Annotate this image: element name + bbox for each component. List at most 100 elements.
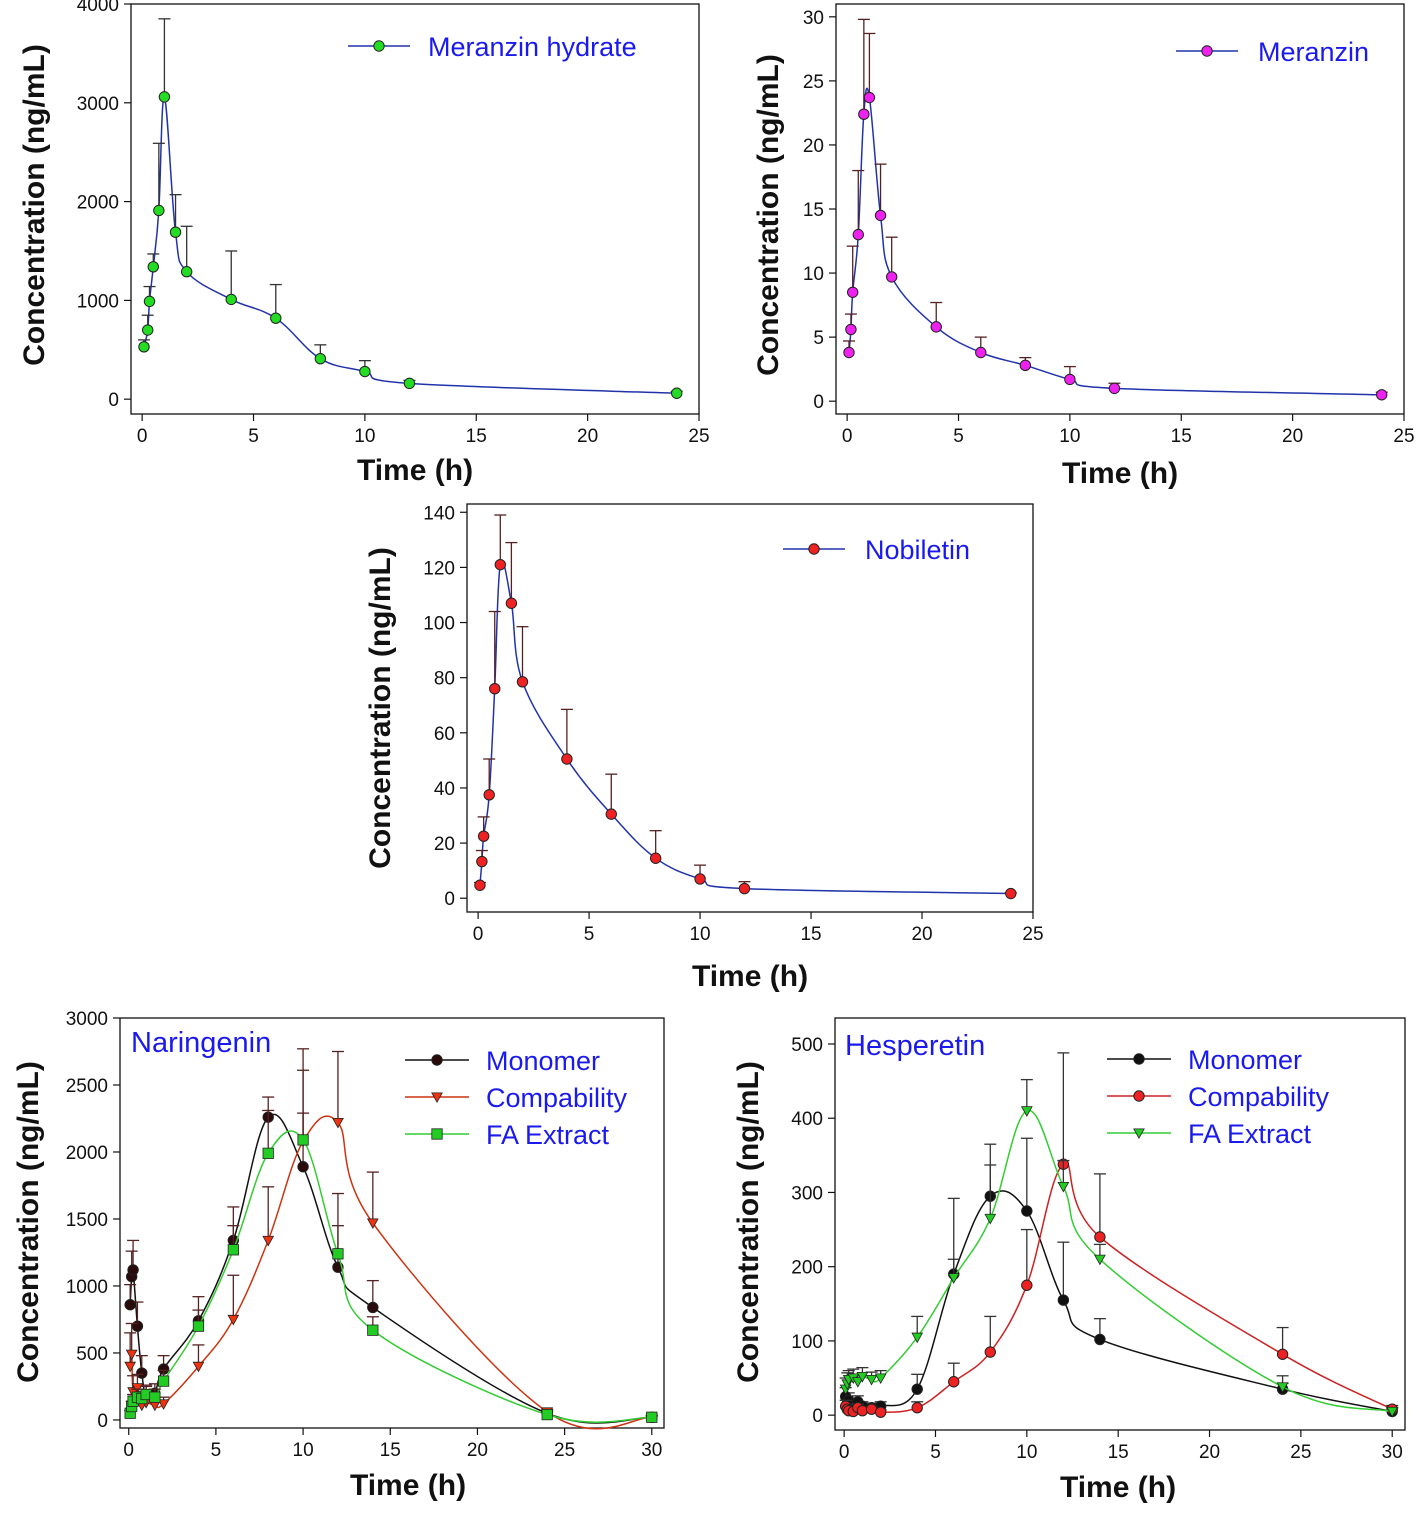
data-point	[332, 1117, 344, 1129]
x-axis-label: Time (h)	[1060, 1471, 1176, 1504]
legend-label: Meranzin hydrate	[428, 32, 637, 62]
data-point	[1094, 1254, 1106, 1266]
panel-title: Hesperetin	[845, 1030, 985, 1062]
y-tick-label: 20	[434, 834, 455, 855]
x-tick-label: 10	[1016, 1442, 1037, 1463]
data-point	[1021, 1279, 1033, 1291]
y-tick-label: 500	[76, 1344, 108, 1365]
data-point	[694, 873, 706, 885]
y-axis-label: Concentration (ng/mL)	[12, 1061, 45, 1383]
plot-frame	[130, 3, 700, 415]
chart-panel-1: 0 5 10 15 20 25 0 1000 2000 3000 4000 Time (h) Conce…	[18, 0, 710, 487]
legend-marker	[431, 1128, 443, 1140]
data-point	[975, 346, 987, 359]
data-point	[366, 1218, 379, 1230]
data-point	[1057, 1294, 1070, 1306]
data-point	[911, 1332, 924, 1344]
y-tick-label: 1000	[77, 291, 119, 312]
y-tick-label: 30	[803, 8, 824, 29]
legend-marker	[431, 1092, 443, 1104]
data-point	[474, 879, 486, 891]
data-point	[516, 676, 529, 688]
data-point	[359, 365, 371, 378]
data-point	[649, 852, 662, 864]
y-tick-label: 120	[423, 558, 455, 579]
data-point	[847, 286, 859, 298]
y-tick-label: 0	[97, 1411, 108, 1432]
legend-marker	[808, 543, 820, 555]
data-point	[911, 1402, 923, 1414]
plot-frame	[119, 1017, 665, 1429]
y-tick-label: 15	[803, 200, 824, 221]
y-tick-label: 2500	[66, 1076, 108, 1097]
data-point	[192, 1320, 205, 1332]
legend-marker	[1201, 45, 1213, 57]
y-tick-label: 3000	[77, 94, 119, 115]
data-point	[865, 1374, 878, 1386]
x-tick-label: 20	[577, 426, 598, 447]
series-line	[844, 1190, 1393, 1413]
data-point	[1276, 1382, 1289, 1393]
data-point	[646, 1411, 658, 1423]
y-axis-label: Concentration (ng/mL)	[752, 54, 785, 376]
data-point	[227, 1314, 240, 1326]
x-tick-label: 15	[466, 426, 487, 447]
data-point	[403, 377, 416, 390]
legend-label: Nobiletin	[865, 535, 970, 565]
y-tick-label: 80	[434, 669, 455, 690]
data-point	[947, 1273, 960, 1284]
legend-marker	[1133, 1128, 1145, 1140]
series-line	[479, 560, 1011, 895]
data-point	[180, 266, 193, 278]
data-point	[1276, 1348, 1289, 1360]
data-point	[157, 1399, 170, 1410]
y-tick-label: 10	[803, 264, 824, 285]
y-tick-label: 500	[791, 1035, 823, 1056]
data-point	[124, 1361, 137, 1373]
y-tick-label: 300	[791, 1183, 823, 1204]
y-tick-label: 4000	[77, 0, 119, 16]
y-tick-label: 140	[423, 503, 455, 524]
y-tick-label: 0	[444, 889, 455, 910]
x-axis-label: Time (h)	[350, 1469, 466, 1502]
data-point	[984, 1346, 996, 1358]
x-tick-label: 5	[584, 924, 595, 945]
data-point	[843, 346, 855, 359]
legend-label: Meranzin	[1258, 37, 1369, 67]
data-point	[874, 1406, 887, 1418]
series-line	[848, 87, 1382, 396]
data-point	[541, 1409, 553, 1421]
series-line	[129, 1113, 652, 1424]
data-point	[314, 352, 327, 365]
x-tick-label: 25	[1393, 426, 1414, 447]
legend-label: Monomer	[1188, 1045, 1302, 1075]
data-point	[131, 1320, 144, 1332]
y-tick-label: 0	[813, 392, 824, 413]
data-point	[297, 1161, 309, 1173]
y-tick-label: 5	[813, 328, 824, 349]
legend-marker	[431, 1054, 443, 1066]
data-point	[671, 387, 683, 399]
y-tick-label: 200	[791, 1258, 823, 1279]
data-point	[494, 558, 506, 571]
data-point	[1057, 1181, 1070, 1193]
data-point	[127, 1264, 139, 1276]
data-point	[1108, 382, 1121, 395]
y-tick-label: 60	[434, 724, 455, 745]
x-tick-label: 10	[293, 1440, 314, 1461]
y-tick-label: 2000	[66, 1143, 108, 1164]
x-tick-label: 15	[380, 1440, 401, 1461]
data-point	[1094, 1333, 1106, 1346]
y-tick-label: 1500	[66, 1210, 108, 1231]
data-point	[483, 789, 495, 801]
legend-marker	[373, 40, 385, 52]
series-fa-extract: FA Extract	[839, 1078, 1399, 1418]
series-line	[129, 1130, 652, 1423]
data-point	[1094, 1231, 1106, 1243]
data-point	[367, 1301, 379, 1314]
plot-frame	[466, 503, 1034, 913]
legend-label: Monomer	[486, 1046, 600, 1076]
data-point	[738, 882, 751, 895]
x-tick-label: 5	[930, 1442, 941, 1463]
data-point	[605, 808, 617, 820]
